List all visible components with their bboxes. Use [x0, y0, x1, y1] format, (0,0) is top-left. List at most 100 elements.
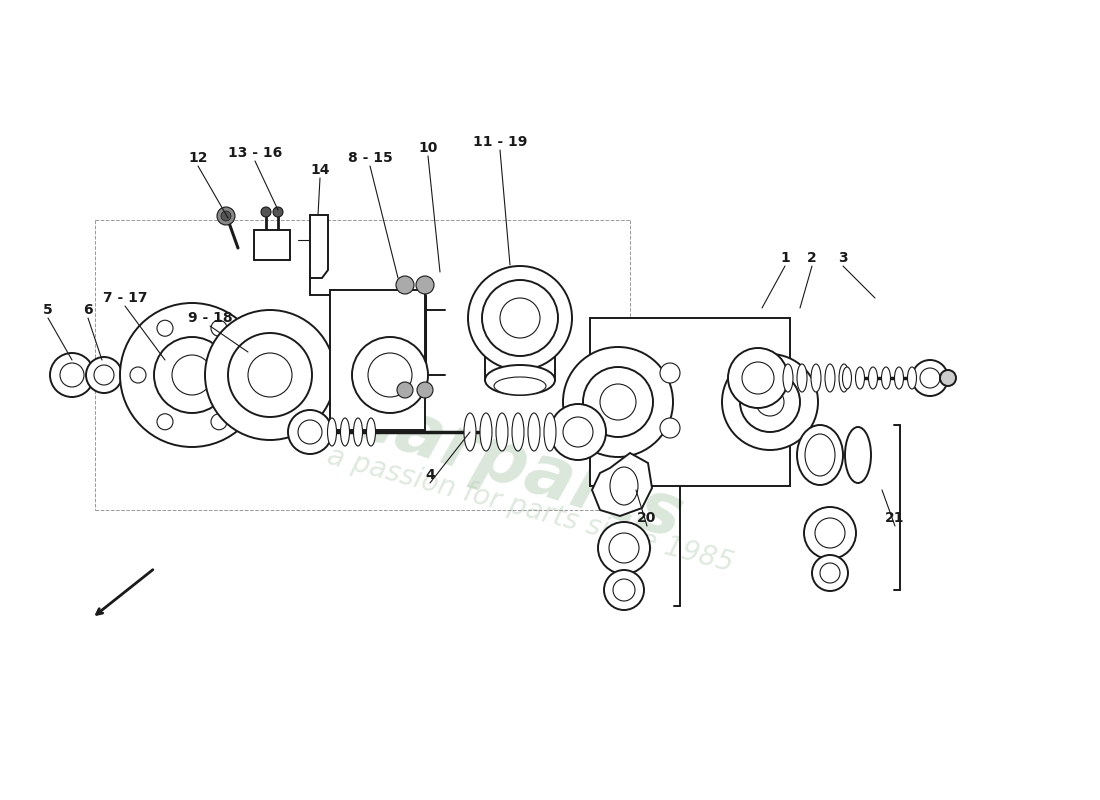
Circle shape — [120, 303, 264, 447]
Circle shape — [288, 410, 332, 454]
Ellipse shape — [798, 364, 807, 392]
Bar — [330, 290, 425, 430]
Ellipse shape — [825, 364, 835, 392]
Circle shape — [154, 337, 230, 413]
Circle shape — [812, 555, 848, 591]
Circle shape — [261, 207, 271, 217]
Circle shape — [604, 570, 644, 610]
Ellipse shape — [464, 413, 476, 451]
Ellipse shape — [512, 413, 524, 451]
Circle shape — [417, 382, 433, 398]
Circle shape — [500, 298, 540, 338]
Text: 21: 21 — [886, 511, 904, 525]
Circle shape — [563, 347, 673, 457]
Circle shape — [583, 367, 653, 437]
Ellipse shape — [839, 364, 849, 392]
Circle shape — [416, 276, 434, 294]
Text: 10: 10 — [418, 141, 438, 155]
Text: 13 - 16: 13 - 16 — [228, 146, 282, 160]
Circle shape — [660, 418, 680, 438]
Ellipse shape — [544, 413, 556, 451]
Circle shape — [820, 563, 840, 583]
Circle shape — [815, 518, 845, 548]
Circle shape — [157, 414, 173, 430]
Ellipse shape — [496, 413, 508, 451]
Circle shape — [217, 207, 235, 225]
Ellipse shape — [494, 377, 546, 395]
Text: 8 - 15: 8 - 15 — [348, 151, 393, 165]
Bar — [590, 318, 790, 486]
Ellipse shape — [610, 467, 638, 505]
Circle shape — [609, 533, 639, 563]
Circle shape — [940, 370, 956, 386]
Circle shape — [613, 579, 635, 601]
Text: 4: 4 — [425, 468, 435, 482]
Text: eurocarparts: eurocarparts — [169, 326, 691, 554]
Circle shape — [298, 420, 322, 444]
Circle shape — [130, 367, 146, 383]
Polygon shape — [310, 215, 328, 278]
Ellipse shape — [843, 367, 851, 389]
Ellipse shape — [485, 365, 556, 395]
Circle shape — [50, 353, 94, 397]
Circle shape — [221, 211, 231, 221]
Circle shape — [211, 414, 227, 430]
Circle shape — [550, 404, 606, 460]
Circle shape — [397, 382, 412, 398]
Ellipse shape — [798, 425, 843, 485]
Circle shape — [722, 354, 818, 450]
Circle shape — [660, 363, 680, 383]
Circle shape — [86, 357, 122, 393]
Circle shape — [273, 207, 283, 217]
Text: 1: 1 — [780, 251, 790, 265]
Circle shape — [248, 353, 292, 397]
Circle shape — [742, 362, 774, 394]
Circle shape — [352, 337, 428, 413]
Text: 11 - 19: 11 - 19 — [473, 135, 527, 149]
Ellipse shape — [894, 367, 903, 389]
Text: 5: 5 — [43, 303, 53, 317]
Ellipse shape — [845, 427, 871, 483]
Ellipse shape — [908, 367, 916, 389]
Circle shape — [94, 365, 114, 385]
Circle shape — [598, 522, 650, 574]
Circle shape — [238, 367, 254, 383]
Ellipse shape — [341, 418, 350, 446]
Ellipse shape — [528, 413, 540, 451]
Circle shape — [468, 266, 572, 370]
Ellipse shape — [328, 418, 337, 446]
Circle shape — [482, 280, 558, 356]
Circle shape — [563, 417, 593, 447]
Text: 9 - 18: 9 - 18 — [188, 311, 232, 325]
Circle shape — [740, 372, 800, 432]
Text: 20: 20 — [637, 511, 657, 525]
Circle shape — [157, 320, 173, 336]
Text: a passion for parts since 1985: a passion for parts since 1985 — [323, 442, 736, 578]
Text: 2: 2 — [807, 251, 817, 265]
Circle shape — [912, 360, 948, 396]
Circle shape — [728, 348, 788, 408]
Ellipse shape — [480, 413, 492, 451]
Text: 14: 14 — [310, 163, 330, 177]
Circle shape — [211, 320, 227, 336]
Ellipse shape — [805, 434, 835, 476]
Circle shape — [396, 276, 414, 294]
Ellipse shape — [869, 367, 878, 389]
Ellipse shape — [881, 367, 891, 389]
Text: 12: 12 — [188, 151, 208, 165]
Text: 6: 6 — [84, 303, 92, 317]
Circle shape — [726, 346, 790, 410]
Ellipse shape — [856, 367, 865, 389]
Circle shape — [920, 368, 940, 388]
Ellipse shape — [783, 364, 793, 392]
Ellipse shape — [353, 418, 363, 446]
Ellipse shape — [811, 364, 821, 392]
Text: 7 - 17: 7 - 17 — [102, 291, 147, 305]
Circle shape — [756, 388, 784, 416]
Circle shape — [804, 507, 856, 559]
Circle shape — [228, 333, 312, 417]
Circle shape — [205, 310, 336, 440]
Text: 3: 3 — [838, 251, 848, 265]
Circle shape — [600, 384, 636, 420]
Bar — [254, 230, 290, 260]
